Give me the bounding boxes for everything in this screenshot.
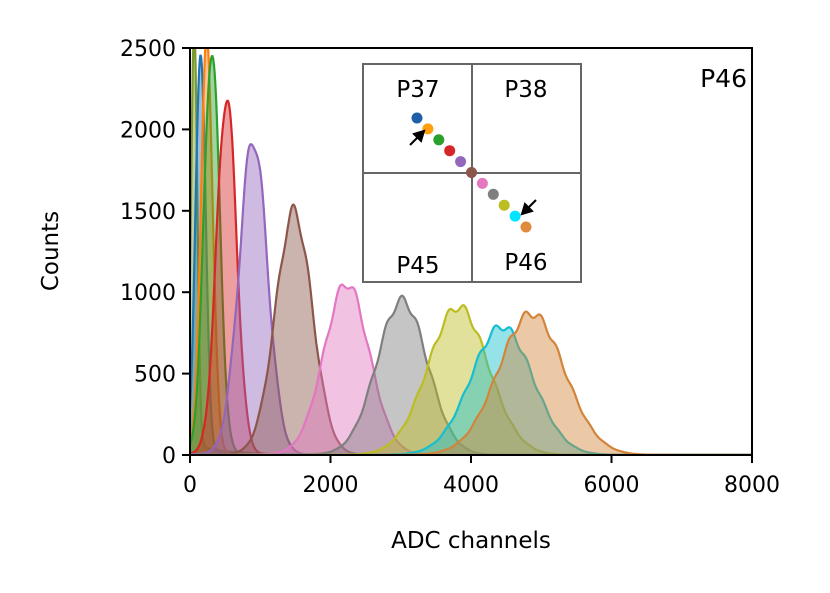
x-tick-label: 8000 bbox=[724, 473, 780, 498]
arrow-end-head bbox=[520, 202, 534, 216]
inset-scan-point bbox=[433, 134, 445, 146]
inset-pixel-map: P37 P38 P45 P46 bbox=[362, 63, 582, 283]
inset-label-p46: P46 bbox=[504, 250, 547, 276]
x-tick-label: 0 bbox=[183, 473, 197, 498]
inset-scan-point bbox=[444, 145, 456, 157]
x-axis-title: ADC channels bbox=[391, 528, 551, 554]
inset-label-p38: P38 bbox=[504, 77, 547, 103]
arrow-start-head bbox=[412, 129, 426, 143]
series-line-brown bbox=[190, 203, 752, 455]
inset-scan-point bbox=[476, 177, 488, 189]
y-tick-label: 0 bbox=[162, 444, 176, 469]
inset-scan-point bbox=[487, 188, 499, 200]
y-tick-label: 2000 bbox=[120, 118, 176, 143]
inset-label-p37: P37 bbox=[396, 77, 439, 103]
inset-scan-point bbox=[498, 199, 510, 211]
y-tick-label: 2500 bbox=[120, 37, 176, 62]
inset-scan-point bbox=[509, 210, 521, 222]
series-line-purple bbox=[190, 143, 752, 455]
x-tick-label: 6000 bbox=[584, 473, 640, 498]
inset-scan-points bbox=[411, 112, 532, 233]
inset-label-p45: P45 bbox=[396, 253, 439, 279]
inset-scan-point bbox=[466, 167, 477, 178]
y-axis-title: Counts bbox=[38, 211, 64, 291]
y-tick-label: 1500 bbox=[120, 200, 176, 225]
inset-arrows bbox=[409, 129, 537, 216]
inset-scan-point bbox=[455, 156, 467, 168]
y-axis: 0 500 1000 1500 2000 2500 bbox=[120, 37, 190, 469]
panel-label: P46 bbox=[700, 64, 747, 93]
series-area-brown bbox=[190, 204, 752, 455]
inset-scan-point bbox=[520, 221, 532, 233]
series-area-red bbox=[190, 100, 752, 455]
series-area-cyan bbox=[190, 325, 752, 455]
x-axis: 0 2000 4000 6000 8000 bbox=[183, 455, 780, 498]
inset-scan-point bbox=[422, 123, 434, 135]
x-tick-label: 4000 bbox=[443, 473, 499, 498]
inset-scan-point bbox=[411, 112, 423, 124]
y-tick-label: 1000 bbox=[120, 281, 176, 306]
x-tick-label: 2000 bbox=[303, 473, 359, 498]
y-tick-label: 500 bbox=[134, 363, 176, 388]
